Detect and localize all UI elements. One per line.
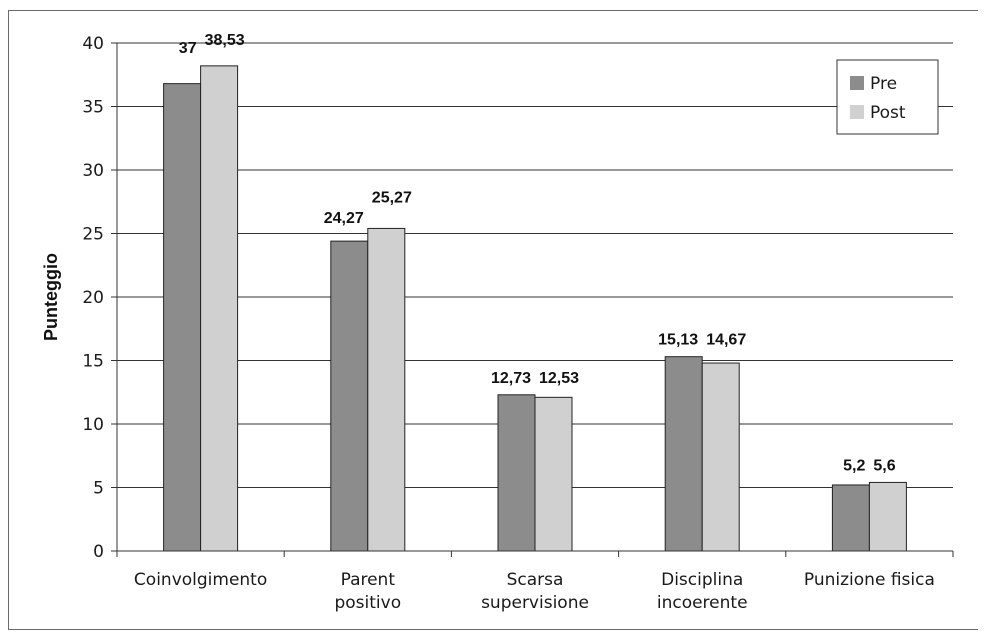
data-label-pre: 37 <box>179 40 197 57</box>
y-axis-label: Punteggio <box>41 253 61 341</box>
x-category-label: Parent <box>341 570 396 590</box>
y-tick-label: 10 <box>82 415 104 435</box>
chart-frame <box>8 10 978 630</box>
x-category-label: Scarsa <box>507 570 564 590</box>
x-category-label: Disciplina <box>661 570 743 590</box>
data-label-post: 38,53 <box>205 32 245 49</box>
y-tick-label: 30 <box>82 161 104 181</box>
bar-post <box>200 65 239 552</box>
bar-pre <box>497 394 536 552</box>
data-labels: 37 38,53 24,27 25,27 12,73 12,53 15,13 14,67 5,2… <box>179 32 896 474</box>
data-label-post: 14,67 <box>706 332 746 349</box>
bar-pre <box>664 356 703 552</box>
bar-pre <box>831 484 870 552</box>
bar-post <box>701 362 740 552</box>
legend-swatch-pre <box>850 76 864 90</box>
data-label-post: 25,27 <box>372 189 412 206</box>
y-tick-label: 25 <box>82 225 104 245</box>
y-tick-label: 35 <box>82 98 104 118</box>
legend-label-pre: Pre <box>870 74 897 94</box>
bar-post <box>534 396 573 552</box>
x-category-label: positivo <box>334 593 401 613</box>
y-tick-label: 15 <box>82 352 104 372</box>
x-category-label: supervisione <box>481 593 589 613</box>
y-tick-label: 5 <box>93 479 104 499</box>
x-category-label: incoerente <box>657 593 748 613</box>
legend-label-post: Post <box>870 103 906 123</box>
x-axis-categories: Coinvolgimento Parent positivo Scarsa superv… <box>116 551 954 613</box>
bar-pre <box>163 83 202 552</box>
x-category-label: Coinvolgimento <box>134 570 267 590</box>
legend: Pre Post <box>836 59 939 135</box>
y-tick-label: 0 <box>93 542 104 562</box>
gridlines <box>117 42 953 488</box>
legend-swatch-post <box>850 105 864 119</box>
bars <box>163 65 907 552</box>
data-label-pre: 12,73 <box>491 370 531 387</box>
y-axis-ticks: 0 5 10 15 20 25 30 35 40 <box>82 34 117 562</box>
data-label-pre: 24,27 <box>324 210 364 227</box>
bar-post <box>367 227 406 552</box>
data-label-pre: 5,2 <box>843 457 865 474</box>
bar-pre <box>330 240 369 552</box>
y-tick-label: 20 <box>82 288 104 308</box>
data-label-post: 5,6 <box>873 457 895 474</box>
x-category-label: Punizione fisica <box>804 570 935 590</box>
data-label-pre: 15,13 <box>658 332 698 349</box>
data-label-post: 12,53 <box>539 370 579 387</box>
y-tick-label: 40 <box>82 34 104 54</box>
legend-box <box>836 59 939 135</box>
bar-post <box>868 481 907 552</box>
